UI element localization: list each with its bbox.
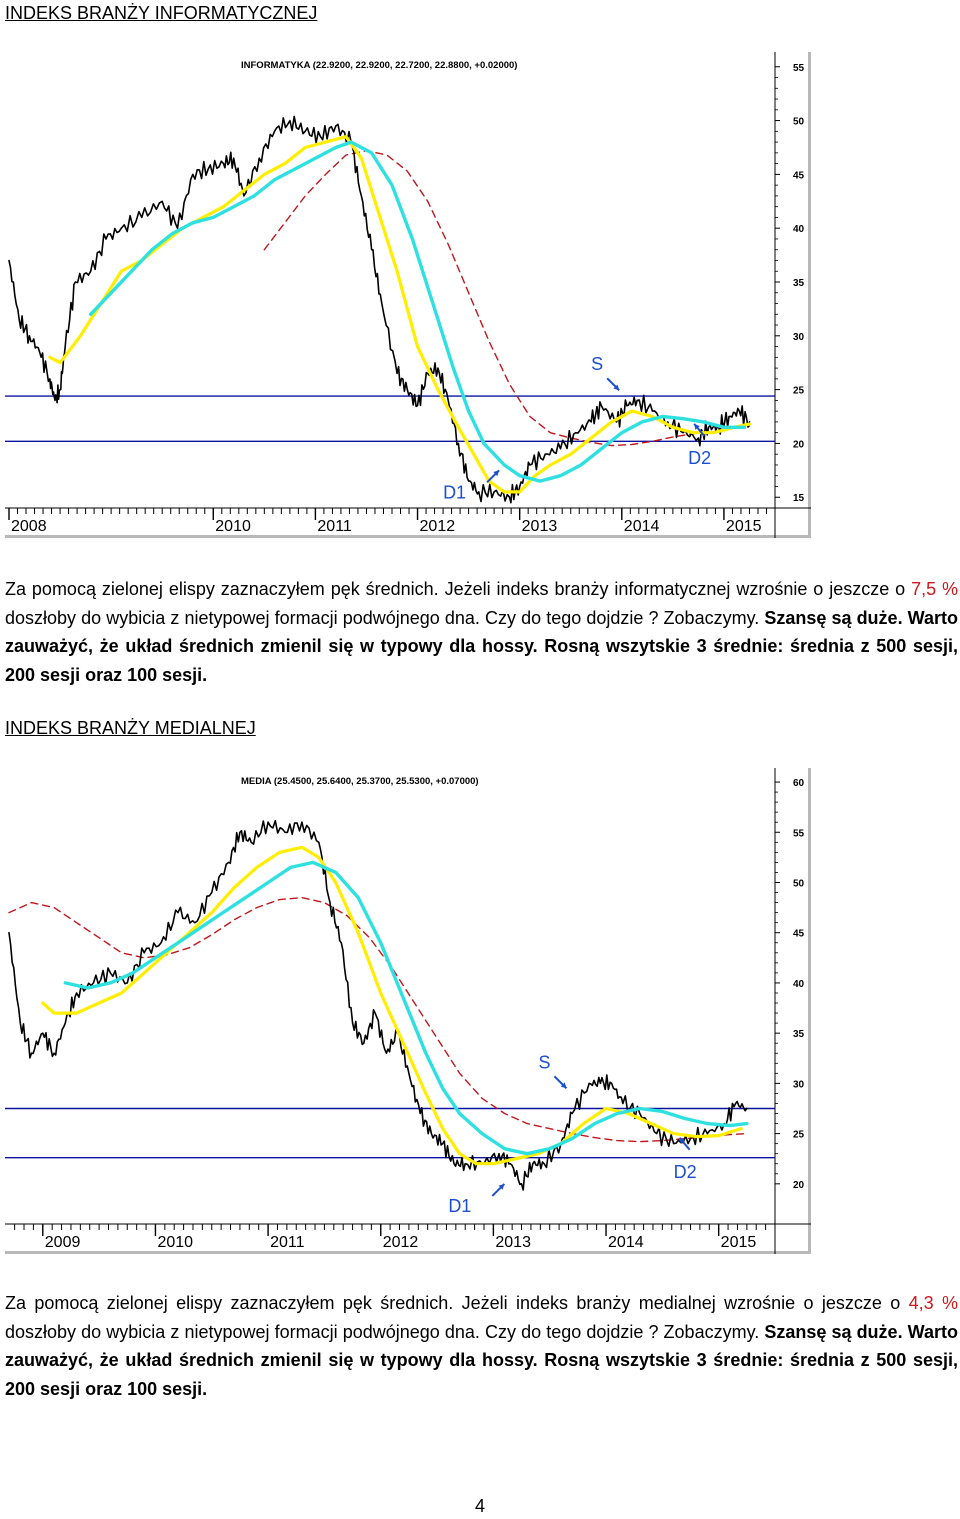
- annotation-d2: D2: [674, 1162, 697, 1182]
- annotation-d2: D2: [688, 448, 711, 468]
- paragraph-informatyka-conclusion: Szansę są duże. Warto zauważyć, że układ…: [5, 607, 958, 685]
- x-tick-label: 2013: [522, 518, 558, 535]
- paragraph-media-conclusion: Szansę są duże. Warto zauważyć, że układ…: [5, 1321, 958, 1399]
- x-tick-label: 2013: [495, 1234, 531, 1251]
- series-price: [8, 820, 748, 1191]
- annotation-d1: D1: [448, 1196, 471, 1216]
- y-tick-label: 25: [793, 1130, 805, 1141]
- y-tick-label: 15: [793, 493, 805, 504]
- paragraph-media-percent: 4,3 %: [908, 1293, 959, 1313]
- annotation-arrowhead: [679, 1137, 686, 1144]
- annotation-s: S: [538, 1052, 550, 1072]
- y-tick-label: 45: [793, 929, 805, 940]
- paragraph-informatyka: Za pomocą zielonej elispy zaznaczyłem pę…: [5, 575, 958, 689]
- series-ma200: [63, 860, 749, 1156]
- y-tick-label: 45: [793, 170, 805, 181]
- paragraph-media-middle: doszłoby do wybicia z nietypowej formacj…: [5, 1321, 765, 1342]
- x-tick-label: 2015: [726, 518, 762, 535]
- x-tick-label: 2011: [270, 1234, 305, 1251]
- annotation-arrowhead: [560, 1082, 567, 1089]
- x-tick-label: 2012: [420, 518, 456, 535]
- x-tick-label: 2010: [215, 518, 251, 535]
- page-number: 4: [474, 1496, 485, 1516]
- y-tick-label: 20: [793, 439, 805, 450]
- series-ma500: [8, 896, 748, 1143]
- annotation-arrowhead: [694, 423, 700, 430]
- series-price: [8, 115, 751, 504]
- y-tick-label: 60: [793, 778, 805, 789]
- y-tick-label: 35: [793, 1029, 805, 1040]
- series-ma200: [89, 140, 747, 483]
- y-tick-label: 55: [793, 63, 805, 74]
- chart-media: MEDIA (25.4500, 25.6400, 25.3700, 25.530…: [5, 768, 811, 1254]
- paragraph-media-intro: Za pomocą zielonej elispy zaznaczyłem pę…: [5, 1293, 909, 1313]
- paragraph-informatyka-percent: 7,5 %: [911, 579, 959, 599]
- x-tick-label: 2014: [608, 1234, 644, 1251]
- section-heading-media: INDEKS BRANŻY MEDIALNEJ: [5, 718, 256, 738]
- x-tick-label: 2010: [157, 1234, 193, 1251]
- chart-media-svg: MEDIA (25.4500, 25.6400, 25.3700, 25.530…: [5, 768, 811, 1254]
- section-heading-informatyka: INDEKS BRANŻY INFORMATYCZNEJ: [5, 3, 318, 23]
- x-tick-label: 2008: [11, 518, 47, 535]
- y-tick-label: 40: [793, 224, 805, 235]
- annotation-arrowhead: [493, 470, 500, 477]
- x-tick-label: 2011: [317, 518, 352, 535]
- chart-title: INFORMATYKA (22.9200, 22.9200, 22.7200, …: [241, 60, 517, 71]
- y-tick-label: 20: [793, 1180, 805, 1191]
- y-tick-label: 35: [793, 278, 805, 289]
- annotation-arrowhead: [498, 1183, 505, 1190]
- y-tick-label: 55: [793, 828, 805, 839]
- x-tick-label: 2009: [45, 1234, 81, 1251]
- chart-title: MEDIA (25.4500, 25.6400, 25.3700, 25.530…: [241, 776, 479, 787]
- y-tick-label: 50: [793, 117, 805, 128]
- y-tick-label: 50: [793, 878, 805, 889]
- annotation-s: S: [591, 354, 603, 374]
- series-ma100: [48, 135, 752, 494]
- chart-informatyka: INFORMATYKA (22.9200, 22.9200, 22.7200, …: [5, 52, 811, 538]
- y-tick-label: 30: [793, 1079, 805, 1090]
- chart-informatyka-svg: INFORMATYKA (22.9200, 22.9200, 22.7200, …: [5, 52, 811, 538]
- paragraph-informatyka-intro: Za pomocą zielonej elispy zaznaczyłem pę…: [5, 579, 912, 599]
- x-tick-label: 2012: [383, 1234, 419, 1251]
- paragraph-informatyka-middle: doszłoby do wybicia z nietypowej formacj…: [5, 607, 765, 628]
- y-tick-label: 25: [793, 386, 805, 397]
- series-ma100: [41, 845, 743, 1166]
- annotation-d1: D1: [443, 482, 466, 502]
- x-tick-label: 2014: [624, 518, 660, 535]
- annotation-arrowhead: [613, 384, 620, 391]
- y-tick-label: 40: [793, 979, 805, 990]
- y-tick-label: 30: [793, 332, 805, 343]
- paragraph-media: Za pomocą zielonej elispy zaznaczyłem pę…: [5, 1289, 958, 1403]
- x-tick-label: 2015: [721, 1234, 757, 1251]
- series-ma500: [263, 150, 751, 447]
